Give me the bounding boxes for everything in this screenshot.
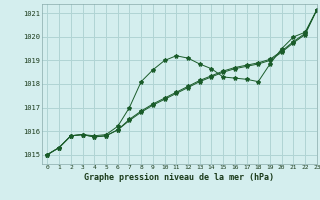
X-axis label: Graphe pression niveau de la mer (hPa): Graphe pression niveau de la mer (hPa) bbox=[84, 173, 274, 182]
